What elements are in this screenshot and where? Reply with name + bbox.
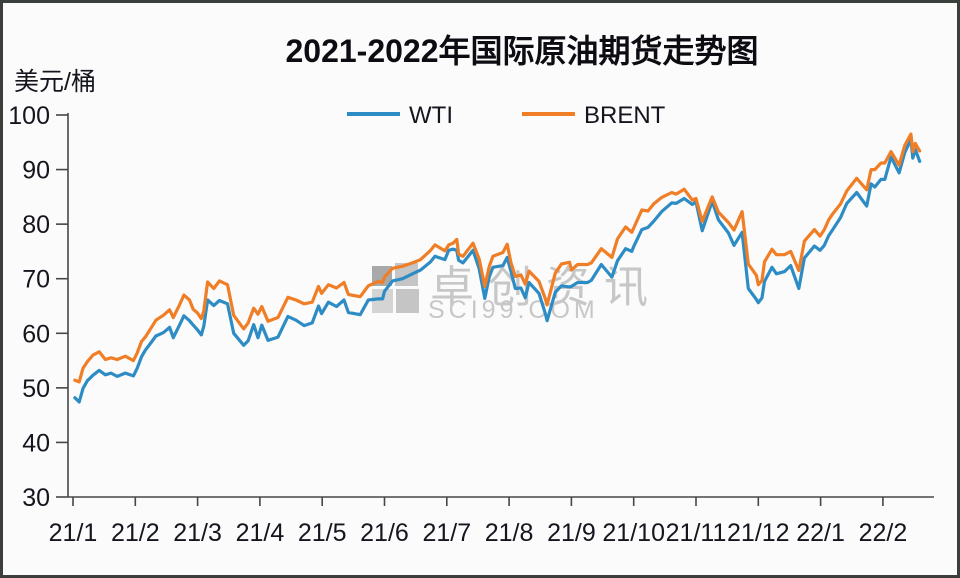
x-axis-ticks: 21/1 21/2 21/3 21/4 21/5 21/6 21/7 21/8 21/9 21/1… <box>49 497 908 547</box>
watermark: 卓创资讯 SCI99.COM <box>372 263 662 324</box>
y-tick-label: 50 <box>22 375 50 403</box>
x-tick-label: 21/11 <box>666 519 727 547</box>
x-tick-label: 21/1 <box>49 519 98 547</box>
x-tick-label: 21/2 <box>111 519 160 547</box>
y-tick-label: 100 <box>8 102 50 130</box>
watermark-en-text: SCI99.COM <box>428 296 599 324</box>
watermark-cn-text: 卓创资讯 <box>430 263 662 312</box>
y-tick-label: 40 <box>22 429 50 457</box>
x-tick-label: 21/5 <box>298 519 347 547</box>
x-tick-label: 21/3 <box>173 519 222 547</box>
x-tick-label: 22/2 <box>859 519 908 547</box>
legend-brent-label: BRENT <box>584 102 666 129</box>
x-tick-label: 21/12 <box>727 519 790 547</box>
y-tick-label: 30 <box>22 484 50 512</box>
x-tick-label: 21/7 <box>422 519 471 547</box>
y-axis-ticks: 100 90 80 70 60 50 40 30 <box>8 102 68 512</box>
watermark-logo-icon <box>372 263 419 313</box>
x-tick-label: 22/1 <box>796 519 845 547</box>
x-tick-label: 21/8 <box>485 519 534 547</box>
y-tick-label: 60 <box>22 320 50 348</box>
x-tick-label: 21/9 <box>547 519 596 547</box>
legend-wti-label: WTI <box>409 102 453 129</box>
y-tick-label: 90 <box>22 157 50 185</box>
wti-line <box>73 138 922 404</box>
x-tick-label: 21/4 <box>236 519 285 547</box>
y-tick-label: 70 <box>22 266 50 294</box>
legend: WTI BRENT <box>347 102 666 129</box>
brent-line <box>73 132 922 384</box>
y-axis-unit-label: 美元/桶 <box>14 68 96 96</box>
series-lines <box>73 132 922 404</box>
y-tick-label: 80 <box>22 211 50 239</box>
x-tick-label: 21/10 <box>602 519 665 547</box>
chart-title: 2021-2022年国际原油期货走势图 <box>285 33 758 69</box>
x-tick-label: 21/6 <box>360 519 409 547</box>
axes: 100 90 80 70 60 50 40 30 21/1 21/2 21/3 21/4 21/5 21… <box>8 102 934 547</box>
